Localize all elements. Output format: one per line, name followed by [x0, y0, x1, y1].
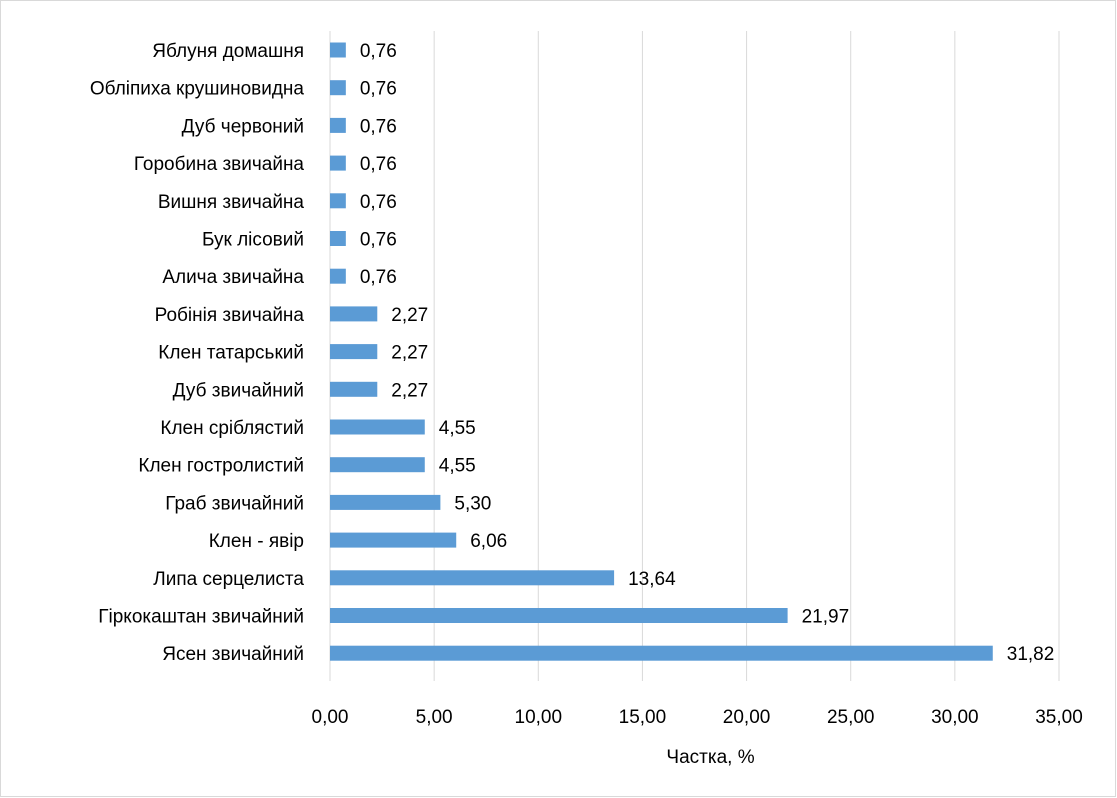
category-label: Вишня звичайна [158, 192, 305, 213]
bar [330, 532, 457, 548]
x-tick-label: 35,00 [1035, 707, 1083, 728]
x-tick-label: 30,00 [931, 707, 979, 728]
bar [330, 117, 346, 133]
category-label: Обліпиха крушиновидна [90, 79, 305, 100]
category-label: Клен гостролистий [138, 456, 304, 477]
data-label: 0,76 [360, 230, 397, 251]
x-axis-title: Частка, % [666, 747, 754, 768]
category-label: Дуб червоний [182, 116, 304, 137]
bar [330, 80, 346, 96]
bars [330, 42, 993, 661]
data-label: 0,76 [360, 267, 397, 288]
category-label: Клен - явір [209, 531, 304, 552]
category-label: Алича звичайна [162, 267, 304, 288]
x-tick-label: 25,00 [827, 707, 875, 728]
data-label: 2,27 [391, 343, 428, 364]
bar [330, 645, 993, 661]
bar [330, 419, 425, 435]
x-tick-labels: 0,00 5,00 10,00 15,00 20,00 25,00 30,00 35,00 [312, 707, 1083, 728]
category-label: Клен татарський [158, 343, 304, 364]
x-tick-label: 15,00 [619, 707, 667, 728]
data-label: 0,76 [360, 79, 397, 100]
data-label: 2,27 [391, 380, 428, 401]
data-label: 0,76 [360, 192, 397, 213]
category-label: Липа серцелиста [153, 569, 304, 590]
category-labels: Яблуня домашня Обліпиха крушиновидна Дуб ч… [90, 41, 305, 665]
bar [330, 231, 346, 246]
data-label: 31,82 [1007, 644, 1055, 665]
data-label: 0,76 [360, 154, 397, 175]
category-label: Горобина звичайна [134, 154, 305, 175]
category-label: Бук лісовий [202, 230, 304, 251]
category-label: Клен сріблястий [160, 418, 304, 439]
category-label: Гіркокаштан звичайний [98, 607, 304, 628]
x-tick-label: 5,00 [416, 707, 453, 728]
bar [330, 494, 441, 510]
bar [330, 193, 346, 209]
gridlines [329, 31, 1060, 681]
bar [330, 268, 346, 284]
bar [330, 155, 346, 171]
data-label: 4,55 [439, 456, 476, 477]
data-label: 0,76 [360, 41, 397, 62]
x-tick-label: 20,00 [723, 707, 771, 728]
bar [330, 306, 378, 322]
data-label: 4,55 [439, 418, 476, 439]
category-label: Граб звичайний [165, 493, 304, 514]
data-label: 13,64 [628, 569, 676, 590]
category-label: Дуб звичайний [173, 380, 304, 401]
x-tick-label: 10,00 [515, 707, 563, 728]
data-labels: 0,76 0,76 0,76 0,76 0,76 0,76 0,76 2,27 2,27 2,27… [360, 41, 1054, 665]
category-label: Робінія звичайна [155, 305, 305, 326]
bar [330, 608, 788, 623]
data-label: 21,97 [802, 607, 850, 628]
bar [330, 344, 378, 360]
bar [330, 42, 346, 58]
bar [330, 457, 425, 473]
x-tick-label: 0,00 [312, 707, 349, 728]
data-label: 5,30 [454, 493, 491, 514]
category-label: Яблуня домашня [152, 41, 304, 62]
data-label: 6,06 [470, 531, 507, 552]
bar [330, 570, 615, 586]
data-label: 2,27 [391, 305, 428, 326]
data-label: 0,76 [360, 116, 397, 137]
bar [330, 381, 378, 397]
category-label: Ясен звичайний [162, 644, 304, 665]
